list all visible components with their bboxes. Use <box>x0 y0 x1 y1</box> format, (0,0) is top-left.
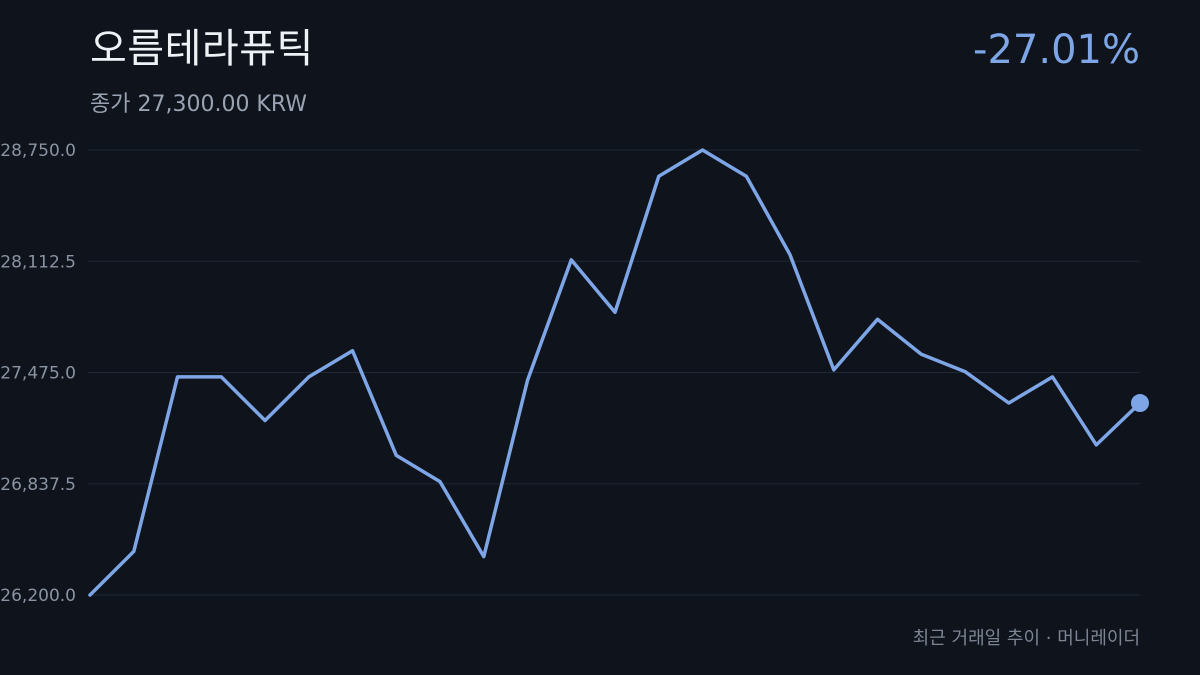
close-price-subtitle: 종가 27,300.00 KRW <box>90 92 308 117</box>
series-line <box>88 148 1142 597</box>
y-axis-ticks: 28,750.0 28,112.5 27,475.0 26,837.5 26,200.0 <box>0 141 76 606</box>
y-tick-label: 26,837.5 <box>0 475 76 495</box>
y-tick-label: 28,112.5 <box>0 252 76 272</box>
grid-layer <box>88 149 1140 596</box>
y-tick-label: 27,475.0 <box>0 364 76 384</box>
y-tick-label: 26,200.0 <box>0 586 76 606</box>
chart-caption: 최근 거래일 추이 · 머니레이더 <box>912 628 1140 649</box>
series-layer <box>88 148 1149 597</box>
last-point-marker[interactable] <box>1131 394 1149 413</box>
percent-change: -27.01% <box>973 27 1140 73</box>
y-tick-label: 28,750.0 <box>0 141 76 161</box>
page-title: 오름테라퓨틱 <box>90 26 314 72</box>
